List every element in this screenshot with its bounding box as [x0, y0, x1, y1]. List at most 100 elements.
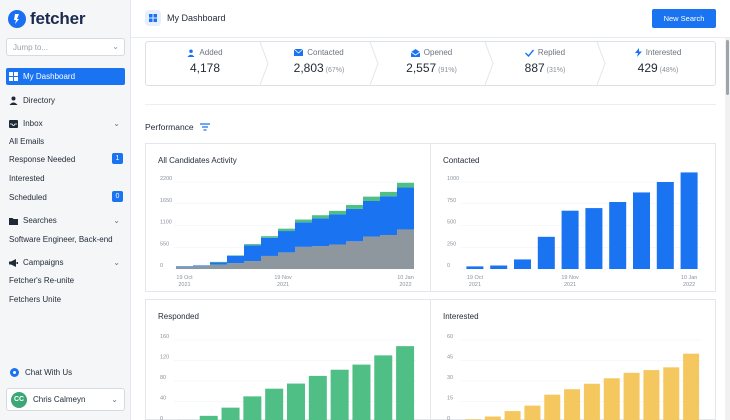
- new-search-button[interactable]: New Search: [652, 9, 716, 28]
- sidebar-item-searches[interactable]: Searches ⌄: [6, 212, 125, 229]
- search-item[interactable]: Software Engineer, Back-end: [9, 233, 123, 245]
- bar: [227, 255, 244, 264]
- campaign-item[interactable]: Fetcher's Re-unite: [9, 274, 123, 286]
- inbox-item-label: All Emails: [9, 136, 45, 146]
- chevron-down-icon[interactable]: ⌄: [113, 258, 120, 267]
- sidebar-item-inbox[interactable]: Inbox ⌄: [6, 115, 125, 132]
- chevron-down-icon: ⌄: [111, 395, 118, 404]
- sidebar-item-campaigns[interactable]: Campaigns ⌄: [6, 254, 125, 271]
- inbox-item-interested[interactable]: Interested: [9, 172, 123, 184]
- inbox-item-scheduled[interactable]: Scheduled 0: [9, 191, 123, 203]
- y-tick-label: 1000: [447, 176, 459, 182]
- chevron-separator: [369, 42, 379, 85]
- bar: [221, 407, 240, 420]
- bar: [583, 383, 600, 420]
- bar: [396, 346, 415, 420]
- stat-percent: (48%): [659, 67, 679, 74]
- bar: [243, 396, 262, 420]
- y-tick-label: 0: [160, 416, 163, 420]
- stat-interested: Interested 429 (48%): [601, 42, 715, 85]
- user-menu[interactable]: CC Chris Calmeyn ⌄: [6, 388, 125, 411]
- bar: [537, 236, 555, 269]
- bar: [210, 264, 227, 269]
- count-badge: 0: [112, 191, 123, 202]
- y-tick-label: 500: [447, 220, 456, 226]
- x-tick-label: 10 Jan: [681, 275, 698, 281]
- bar: [210, 262, 227, 265]
- filter-icon[interactable]: [199, 123, 210, 131]
- scrollbar[interactable]: [725, 38, 730, 420]
- chart-contacted: Contacted 1000 750 500 250 0 19 Oct 2021 19 Nov…: [430, 143, 716, 292]
- bar: [397, 187, 414, 230]
- count-badge: 1: [112, 153, 123, 164]
- stat-value: 887: [524, 61, 545, 75]
- inbox-item-response-needed[interactable]: Response Needed 1: [9, 153, 123, 165]
- bar: [295, 222, 312, 247]
- inbox-item-label: Interested: [9, 173, 45, 183]
- bar: [623, 372, 640, 420]
- chevron-down-icon[interactable]: ⌄: [113, 216, 120, 225]
- bar: [504, 411, 521, 420]
- y-tick-label: 0: [447, 416, 450, 420]
- x-tick-label: 2022: [399, 282, 411, 288]
- performance-title: Performance: [145, 122, 194, 132]
- bar: [227, 263, 244, 269]
- dashboard-icon: [145, 10, 161, 26]
- person-icon: [187, 48, 195, 57]
- bar: [609, 202, 627, 269]
- sidebar-item-directory[interactable]: Directory: [6, 92, 125, 109]
- chat-with-us[interactable]: Chat With Us: [10, 368, 72, 377]
- y-tick-label: 15: [447, 396, 453, 402]
- folder-icon: [9, 216, 18, 225]
- chart-all-candidates-activity: All Candidates Activity 2200 1650 1100 550 0…: [145, 143, 431, 292]
- page-title: My Dashboard: [167, 13, 226, 23]
- bar: [490, 265, 508, 269]
- bar: [466, 266, 484, 269]
- envelope-icon: [294, 49, 304, 56]
- stat-value: 4,178: [189, 61, 221, 75]
- bar: [397, 229, 414, 269]
- checkmark-icon: [524, 49, 534, 57]
- jump-to-placeholder: Jump to...: [13, 43, 49, 52]
- logo[interactable]: fetcher: [8, 9, 85, 29]
- chevron-separator: [596, 42, 606, 85]
- chevron-down-icon[interactable]: ⌄: [113, 119, 120, 128]
- x-tick-label: 19 Nov: [561, 275, 579, 281]
- bar: [210, 261, 227, 263]
- bar: [380, 234, 397, 269]
- bar: [380, 191, 397, 197]
- bar: [397, 182, 414, 188]
- chart-plot: 60 45 30 15 0: [447, 334, 701, 420]
- stat-label: Opened: [423, 48, 453, 57]
- y-tick-label: 1100: [160, 220, 172, 226]
- bar: [278, 228, 295, 232]
- lightning-icon: [634, 48, 642, 57]
- campaign-item-label: Fetcher's Re-unite: [9, 275, 75, 285]
- person-icon: [9, 96, 18, 105]
- stat-percent: (67%): [325, 67, 345, 74]
- bar: [564, 389, 581, 420]
- sidebar-item-dashboard[interactable]: My Dashboard: [6, 68, 125, 85]
- open-envelope-icon: [410, 48, 420, 57]
- y-tick-label: 60: [447, 334, 453, 340]
- stat-label: Interested: [645, 48, 682, 57]
- bar: [524, 405, 541, 420]
- bar: [683, 353, 700, 420]
- stat-replied: Replied 887 (31%): [489, 42, 601, 85]
- bar: [261, 237, 278, 256]
- bar: [193, 266, 210, 269]
- grid-icon: [9, 72, 18, 81]
- bar: [312, 246, 329, 269]
- bar: [330, 369, 349, 420]
- bar: [261, 236, 278, 238]
- bar: [656, 182, 674, 269]
- campaign-item[interactable]: Fetchers Unite: [9, 293, 123, 305]
- inbox-item-all-emails[interactable]: All Emails: [9, 135, 123, 147]
- bar: [374, 355, 393, 420]
- bar: [278, 231, 295, 253]
- chat-label: Chat With Us: [25, 368, 73, 377]
- scrollbar-thumb[interactable]: [726, 40, 729, 95]
- stat-value: 429: [637, 61, 658, 75]
- chevron-down-icon: ⌄: [112, 42, 119, 51]
- jump-to-select[interactable]: Jump to... ⌄: [6, 38, 125, 56]
